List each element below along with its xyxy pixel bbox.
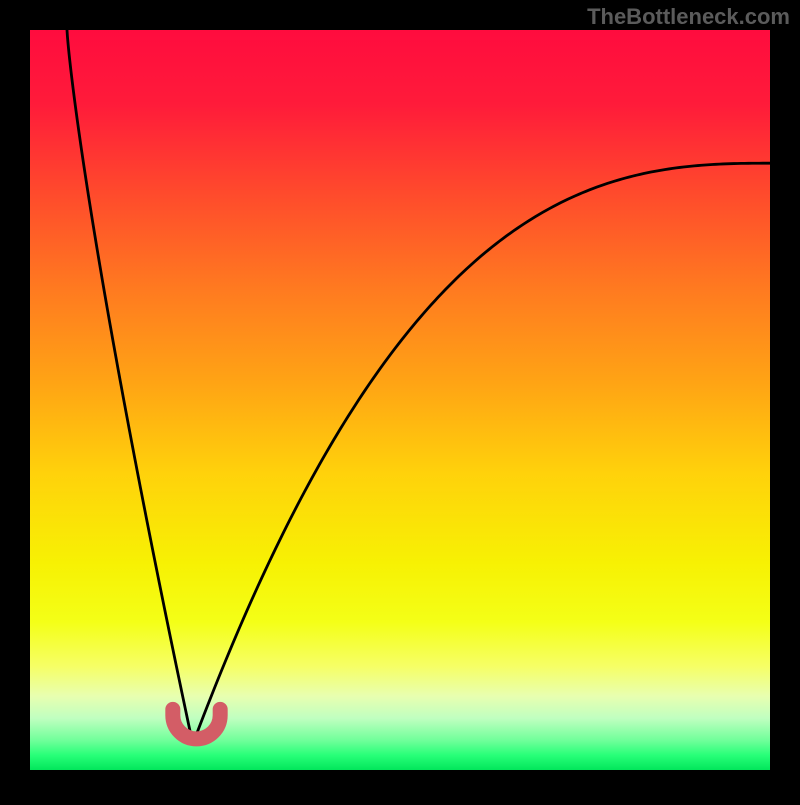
chart-stage: TheBottleneck.com [0, 0, 800, 800]
watermark-text: TheBottleneck.com [587, 4, 790, 30]
bottleneck-curve-chart [0, 0, 800, 800]
